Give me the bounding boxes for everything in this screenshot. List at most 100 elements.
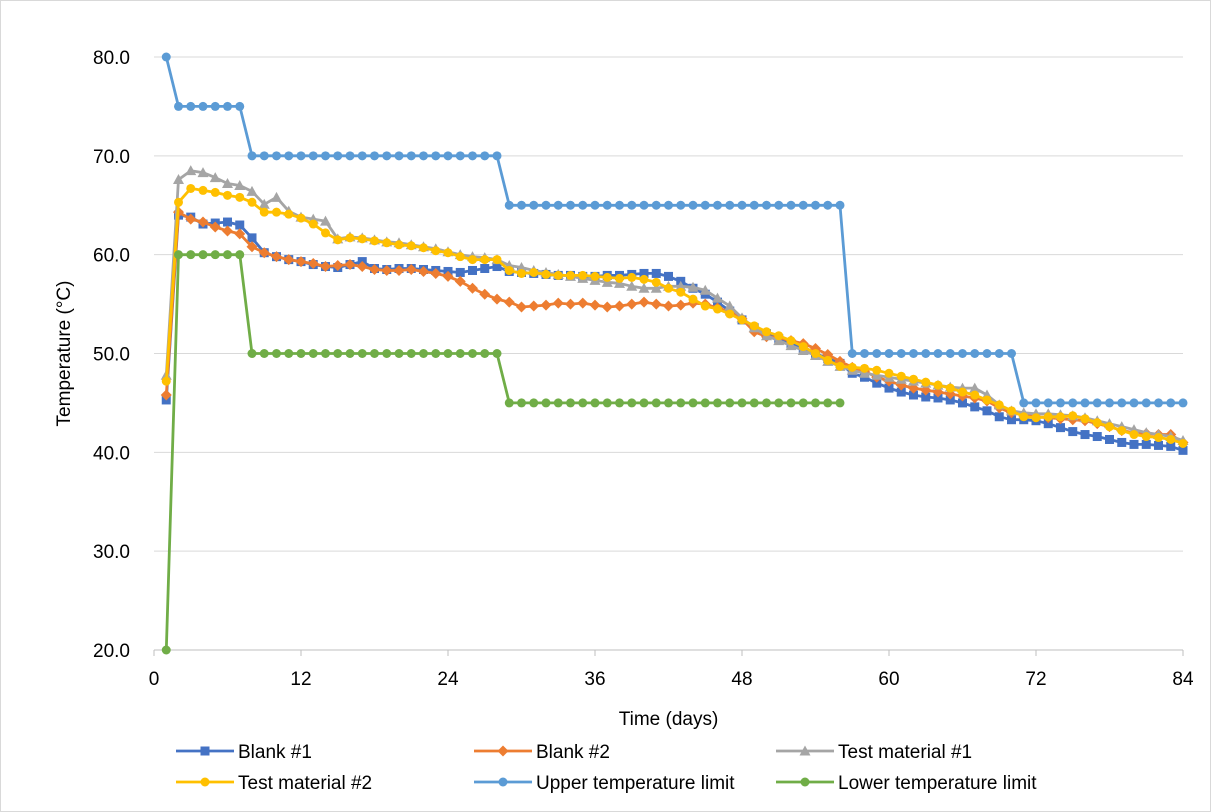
data-point-triangle-marker: [173, 174, 184, 185]
data-point-circle-marker: [210, 187, 220, 197]
data-point-square-marker: [1092, 432, 1102, 442]
data-point-circle-marker: [1129, 430, 1139, 440]
data-point-diamond-marker: [197, 216, 209, 228]
data-point-diamond-marker: [418, 265, 429, 277]
y-tick-label: 40.0: [93, 443, 130, 464]
data-point-circle-marker: [1154, 398, 1163, 408]
data-point-circle-marker: [345, 151, 355, 161]
data-point-circle-marker: [406, 349, 416, 358]
data-point-triangle-marker: [209, 172, 221, 183]
data-point-circle-marker: [1043, 412, 1053, 422]
data-point-circle-marker: [370, 151, 379, 161]
data-point-triangle-marker: [271, 191, 282, 202]
data-point-circle-marker: [174, 197, 183, 207]
data-point-diamond-marker: [614, 300, 625, 312]
data-point-circle-marker: [1092, 398, 1102, 408]
data-point-circle-marker: [664, 398, 673, 408]
data-point-circle-marker: [1068, 411, 1078, 421]
data-point-circle-marker: [492, 151, 502, 161]
data-point-circle-marker: [370, 349, 379, 358]
data-point-circle-marker: [1129, 398, 1139, 408]
data-point-circle-marker: [811, 349, 820, 358]
data-point-diamond-marker: [381, 264, 393, 276]
x-tick-label: 60: [878, 669, 899, 690]
y-tick-label: 20.0: [93, 641, 130, 662]
data-point-circle-marker: [186, 101, 196, 111]
data-point-circle-marker: [566, 200, 575, 210]
data-point-diamond-marker: [663, 300, 674, 312]
data-point-triangle-marker: [638, 282, 650, 293]
data-point-triangle-marker: [222, 178, 233, 189]
data-point-circle-marker: [798, 398, 808, 408]
data-point-diamond-marker: [565, 298, 576, 310]
data-point-circle-marker: [431, 349, 441, 358]
legend-label: Test material #1: [838, 742, 972, 763]
data-point-circle-marker: [676, 287, 686, 297]
data-point-circle-marker: [210, 250, 220, 260]
data-point-triangle-marker: [675, 280, 687, 291]
data-point-circle-marker: [847, 362, 857, 372]
data-point-square-marker: [200, 746, 210, 756]
data-point-circle-marker: [860, 363, 869, 373]
data-point-circle-marker: [517, 398, 526, 408]
data-point-diamond-marker: [491, 293, 503, 305]
data-point-circle-marker: [700, 398, 710, 408]
data-point-circle-marker: [688, 398, 698, 408]
data-point-circle-marker: [333, 235, 343, 245]
data-point-circle-marker: [884, 349, 894, 358]
data-point-diamond-marker: [295, 256, 307, 268]
data-point-circle-marker: [419, 349, 428, 358]
data-point-circle-marker: [284, 151, 294, 161]
data-point-circle-marker: [1141, 398, 1151, 408]
data-point-circle-marker: [296, 213, 306, 223]
data-point-circle-marker: [798, 200, 808, 210]
data-point-diamond-marker: [589, 299, 601, 311]
y-tick-label: 80.0: [93, 48, 130, 69]
x-tick-label: 24: [437, 669, 459, 690]
data-point-square-marker: [1141, 439, 1151, 449]
data-point-triangle-marker: [185, 165, 197, 176]
data-point-circle-marker: [198, 185, 208, 195]
data-point-circle-marker: [345, 233, 355, 243]
legend-item: Blank #2: [474, 742, 610, 763]
data-point-diamond-marker: [430, 267, 442, 279]
data-point-circle-marker: [676, 398, 686, 408]
data-point-circle-marker: [1080, 398, 1090, 408]
data-point-circle-marker: [566, 270, 575, 280]
data-point-circle-marker: [1117, 398, 1127, 408]
y-tick-label: 60.0: [93, 246, 130, 267]
data-point-circle-marker: [958, 349, 967, 358]
x-tick-label: 36: [584, 669, 605, 690]
data-point-square-marker: [1068, 427, 1078, 437]
data-point-circle-marker: [406, 241, 416, 251]
data-point-circle-marker: [468, 349, 477, 358]
series-upper-temperature-limit: [161, 52, 1188, 408]
data-point-circle-marker: [627, 398, 637, 408]
data-point-circle-marker: [1007, 406, 1016, 416]
data-point-diamond-marker: [209, 221, 221, 233]
data-point-circle-marker: [517, 200, 526, 210]
data-point-circle-marker: [800, 777, 810, 787]
data-point-triangle-marker: [650, 282, 662, 293]
series-test-material-2: [161, 183, 1188, 448]
data-point-diamond-marker: [626, 298, 638, 310]
data-point-circle-marker: [345, 349, 355, 358]
data-point-circle-marker: [566, 398, 575, 408]
data-point-circle-marker: [1178, 398, 1188, 408]
data-point-circle-marker: [370, 236, 379, 246]
data-point-circle-marker: [161, 376, 171, 386]
data-point-circle-marker: [333, 151, 343, 161]
data-point-circle-marker: [639, 398, 649, 408]
data-point-circle-marker: [651, 200, 661, 210]
data-point-circle-marker: [615, 273, 624, 283]
data-point-diamond-marker: [497, 745, 509, 757]
data-point-square-marker: [223, 217, 232, 227]
data-point-circle-marker: [774, 200, 784, 210]
data-point-circle-marker: [651, 398, 661, 408]
data-point-circle-marker: [333, 349, 343, 358]
data-point-square-marker: [994, 412, 1004, 422]
data-point-circle-marker: [823, 200, 833, 210]
data-point-triangle-marker: [969, 382, 981, 393]
legend-item: Test material #2: [176, 773, 372, 794]
data-point-diamond-marker: [405, 263, 417, 275]
